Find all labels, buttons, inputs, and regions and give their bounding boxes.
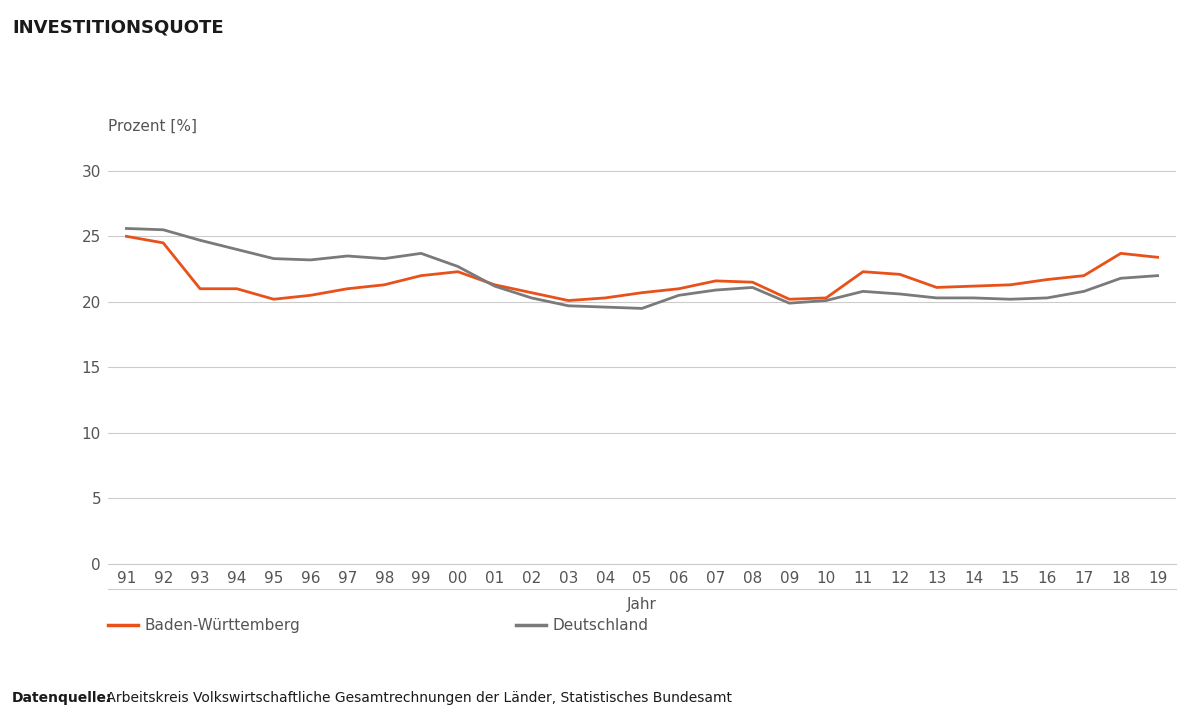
Text: Deutschland: Deutschland bbox=[552, 618, 648, 633]
Text: Arbeitskreis Volkswirtschaftliche Gesamtrechnungen der Länder, Statistisches Bun: Arbeitskreis Volkswirtschaftliche Gesamt… bbox=[102, 691, 732, 705]
Text: Datenquelle:: Datenquelle: bbox=[12, 691, 113, 705]
Text: Baden-Württemberg: Baden-Württemberg bbox=[144, 618, 300, 633]
X-axis label: Jahr: Jahr bbox=[628, 597, 656, 612]
Text: Prozent [%]: Prozent [%] bbox=[108, 119, 197, 134]
Text: INVESTITIONSQUOTE: INVESTITIONSQUOTE bbox=[12, 18, 223, 36]
